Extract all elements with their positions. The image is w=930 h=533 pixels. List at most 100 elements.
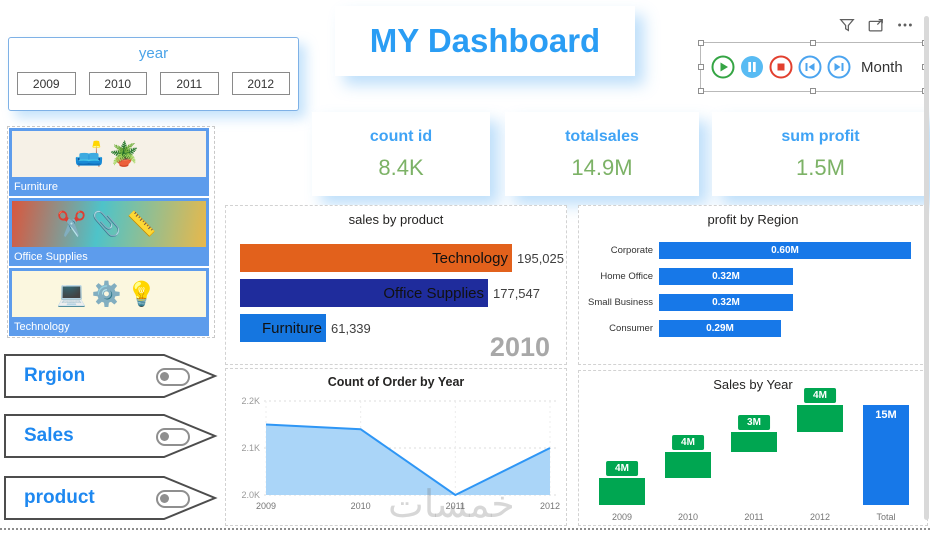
waterfall-bar-2011[interactable] bbox=[731, 431, 777, 452]
bar-rows: Technology 195,025 Office Supplies 177,547 F… bbox=[240, 244, 566, 342]
bar-row: Technology 195,025 bbox=[240, 244, 566, 272]
sales-by-product-chart: sales by product Technology 195,025 Office… bbox=[225, 205, 567, 365]
total-data-label: 15M bbox=[875, 409, 897, 421]
tile-label: Furniture bbox=[14, 181, 59, 193]
chart-title: profit by Region bbox=[707, 212, 799, 227]
selection-handle[interactable] bbox=[810, 88, 816, 94]
data-label-chip: 4M bbox=[606, 461, 638, 477]
product-toggle[interactable] bbox=[156, 490, 190, 508]
bar-value-label: 61,339 bbox=[331, 320, 371, 336]
tile-furniture[interactable]: 🛋️🪴 Furniture bbox=[9, 128, 209, 196]
toggle-knob-icon bbox=[160, 431, 169, 441]
toggle-knob-icon bbox=[160, 493, 169, 503]
nav-button-rrgion[interactable]: Rrgion bbox=[4, 353, 218, 399]
x-axis-label: Total bbox=[876, 512, 896, 522]
waterfall-bar-2012[interactable] bbox=[797, 405, 843, 432]
office-supplies-image: ✂️📎📏 bbox=[12, 201, 206, 247]
nav-button-sales[interactable]: Sales bbox=[4, 413, 218, 459]
kpi-card-totalsales: totalsales 14.9M bbox=[505, 112, 699, 196]
vertical-scrollbar[interactable] bbox=[924, 16, 929, 520]
chart-title: sales by product bbox=[348, 212, 444, 227]
svg-text:2010: 2010 bbox=[351, 501, 371, 511]
kpi-value: 8.4K bbox=[378, 154, 424, 180]
year-option-2012[interactable]: 2012 bbox=[231, 72, 290, 95]
furniture-image: 🛋️🪴 bbox=[12, 131, 206, 177]
bar-furniture[interactable]: Furniture bbox=[240, 314, 326, 342]
more-options-icon[interactable] bbox=[896, 16, 914, 34]
selection-handle[interactable] bbox=[810, 40, 816, 46]
player-field-label: Month bbox=[861, 58, 903, 76]
kpi-label: totalsales bbox=[565, 127, 639, 145]
bar-value-label: 177,547 bbox=[493, 285, 540, 301]
bar-technology[interactable]: Technology bbox=[240, 244, 512, 272]
visual-toolbar bbox=[838, 16, 914, 34]
arrow-shape-icon bbox=[4, 354, 218, 398]
waterfall-bar-total[interactable] bbox=[863, 405, 909, 505]
kpi-label: sum profit bbox=[781, 127, 860, 145]
page-title: MY Dashboard bbox=[369, 22, 601, 59]
tile-office-supplies[interactable]: ✂️📎📏 Office Supplies bbox=[9, 198, 209, 266]
waterfall-bar-2009[interactable] bbox=[599, 478, 645, 505]
svg-text:2.1K: 2.1K bbox=[241, 443, 260, 453]
nav-button-product[interactable]: product bbox=[4, 475, 218, 521]
arrow-shape-icon bbox=[4, 414, 218, 458]
sales-toggle[interactable] bbox=[156, 428, 190, 446]
category-label: Small Business bbox=[588, 297, 653, 308]
svg-text:2009: 2009 bbox=[256, 501, 276, 511]
nav-button-label: product bbox=[24, 487, 95, 508]
chart-title: Sales by Year bbox=[713, 377, 793, 392]
kpi-value: 14.9M bbox=[571, 154, 633, 180]
bar-corporate[interactable]: 0.60M bbox=[659, 242, 911, 259]
selection-handle[interactable] bbox=[698, 40, 704, 46]
bar-small-business[interactable]: 0.32M bbox=[659, 294, 793, 311]
category-label: Corporate bbox=[610, 245, 653, 256]
sales-by-year-chart: Sales by Year 4M 2009 4M 2010 3M 2011 4M 2012 15… bbox=[578, 370, 928, 526]
x-axis-label: 2012 bbox=[809, 512, 831, 522]
tile-technology[interactable]: 💻⚙️💡 Technology bbox=[9, 268, 209, 336]
year-options: 2009 2010 2011 2012 bbox=[9, 62, 298, 95]
kpi-label: count id bbox=[369, 127, 433, 145]
bar-row: Home Office 0.32M bbox=[579, 268, 927, 285]
selection-handle[interactable] bbox=[698, 64, 704, 70]
filter-icon[interactable] bbox=[838, 16, 856, 34]
category-image-slicer: 🛋️🪴 Furniture ✂️📎📏 Office Supplies 💻⚙️💡 … bbox=[7, 126, 215, 338]
svg-text:2.2K: 2.2K bbox=[241, 396, 260, 406]
skip-previous-icon[interactable] bbox=[798, 55, 822, 79]
nav-button-label: Rrgion bbox=[24, 365, 86, 386]
skip-next-icon[interactable] bbox=[827, 55, 851, 79]
selection-handle[interactable] bbox=[698, 88, 704, 94]
x-axis-label: 2009 bbox=[611, 512, 633, 522]
bar-row: Small Business 0.32M bbox=[579, 294, 927, 311]
bar-rows: Corporate 0.60M Home Office 0.32M Small Busi… bbox=[579, 242, 927, 337]
year-annotation: 2010 bbox=[489, 332, 550, 362]
bar-value-label: 195,025 bbox=[517, 250, 564, 266]
x-axis-label: 2011 bbox=[744, 512, 764, 522]
year-option-2009[interactable]: 2009 bbox=[17, 72, 76, 95]
bar-row: Consumer 0.29M bbox=[579, 320, 927, 337]
kpi-card-count-id: count id 8.4K bbox=[312, 112, 490, 196]
focus-mode-icon[interactable] bbox=[867, 16, 885, 34]
nav-button-label: Sales bbox=[24, 425, 74, 446]
play-icon[interactable] bbox=[711, 55, 735, 79]
bar-home-office[interactable]: 0.32M bbox=[659, 268, 793, 285]
stop-icon[interactable] bbox=[769, 55, 793, 79]
waterfall-bar-2010[interactable] bbox=[665, 451, 711, 479]
bar-consumer[interactable]: 0.29M bbox=[659, 320, 781, 337]
pause-icon[interactable] bbox=[740, 55, 764, 79]
count-of-order-by-year-chart: Count of Order by Year 2.2K 2.1K 2.0K 2009 2… bbox=[225, 368, 567, 526]
profit-by-region-chart: profit by Region Corporate 0.60M Home Offi… bbox=[578, 205, 928, 365]
svg-text:2011: 2011 bbox=[446, 501, 465, 511]
svg-text:2.0K: 2.0K bbox=[241, 490, 260, 500]
year-option-2011[interactable]: 2011 bbox=[160, 72, 219, 95]
waterfall-plot: 4M 2009 4M 2010 3M 2011 4M 2012 15M Total bbox=[589, 388, 919, 522]
page-bottom-dotted-border bbox=[0, 528, 930, 530]
data-label-chip: 4M bbox=[804, 388, 836, 403]
year-slicer: year 2009 2010 2011 2012 bbox=[8, 37, 299, 111]
technology-image: 💻⚙️💡 bbox=[12, 271, 206, 317]
rrgion-toggle[interactable] bbox=[156, 368, 190, 386]
data-label-chip: 4M bbox=[672, 434, 704, 450]
bar-office-supplies[interactable]: Office Supplies bbox=[240, 279, 488, 307]
year-option-2010[interactable]: 2010 bbox=[88, 72, 147, 95]
